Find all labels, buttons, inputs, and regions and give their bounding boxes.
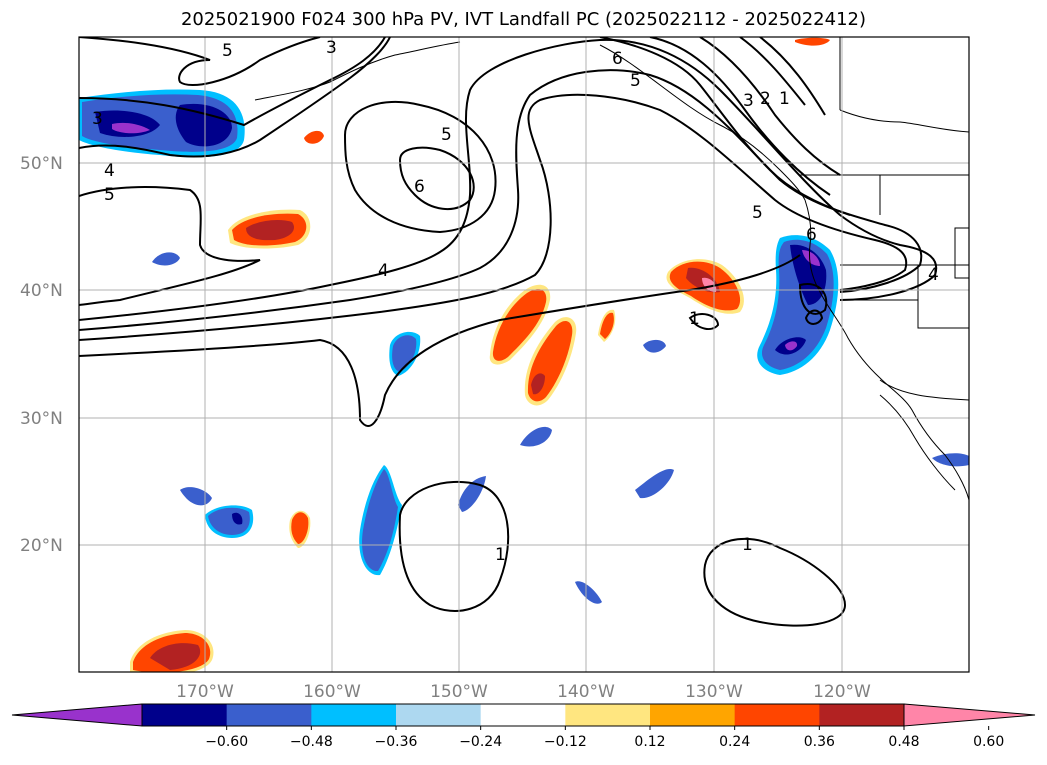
contour-label: 4 [928,265,939,285]
lon-label-150w: 150°W [430,682,488,702]
lon-label-120w: 120°W [813,682,871,702]
colorbar-tick-label: −0.60 [205,734,248,750]
colorbar-segment [480,704,566,726]
contour-label: 2 [760,89,771,109]
colorbar-tick-label: −0.24 [459,734,502,750]
colorbar-tick-label: −0.12 [544,734,587,750]
pv-contour-5a [79,37,386,127]
contour-label: 6 [806,225,817,245]
contour-label: 6 [612,49,623,69]
colorbar-tick-label: −0.48 [290,734,333,750]
colorbar-outline [141,703,905,727]
colorbar-tick-label: 0.12 [634,734,665,750]
coastlines [254,37,969,501]
colorbar-segment [650,704,736,726]
map-title: 2025021900 F024 300 hPa PV, IVT Landfall… [180,9,867,30]
colorbar-tick-label: −0.36 [375,734,418,750]
coastline-west-us [804,199,969,501]
coastline-alaska [254,41,461,101]
colorbar-segment [734,704,820,726]
lon-label-160w: 160°W [303,682,361,702]
lat-label-30n: 30°N [20,409,63,429]
contour-label: 5 [104,185,115,205]
lat-label-20n: 20°N [20,536,63,556]
pv-contour-1-south [703,537,847,627]
map-frame [78,36,970,673]
colorbar-segment [396,704,482,726]
pv-contour-4 [79,37,391,158]
political-borders [800,37,969,401]
graticule [79,37,969,672]
colorbar-segment [819,704,905,726]
colorbar-tick-label: 0.36 [804,734,835,750]
pv-contour-ridge-2 [79,69,923,331]
colorbar-tick-label: 0.60 [973,734,1004,750]
lon-label-130w: 130°W [685,682,743,702]
contour-label: 3 [743,91,754,111]
contour-label: 4 [104,161,115,181]
colorbar-segment [311,704,397,726]
pv-contour-6-closed [343,100,497,234]
contour-label: 1 [689,309,700,329]
contour-label: 4 [378,261,389,281]
lat-label-40n: 40°N [20,281,63,301]
contour-label: 1 [495,545,506,565]
pv-contour-3 [79,37,321,86]
contour-labels: 3 4 5 5 3 5 6 4 6 5 3 2 1 5 6 4 1 1 1 [92,38,939,565]
pv-contour-ridge [79,38,938,321]
colorbar-tick-label: 0.24 [719,734,750,750]
pv-contour-1-central [398,480,510,613]
contour-label: 3 [92,109,103,129]
contour-label: 5 [630,71,641,91]
contour-label: 1 [742,535,753,555]
pv-contour-5b [79,186,261,306]
contour-label: 5 [441,125,452,145]
contour-label: 1 [779,89,790,109]
pv-contours [79,37,938,627]
colorbar-extend-max [903,703,1036,727]
contour-label: 3 [326,38,337,58]
colorbar-segment [142,704,228,726]
contour-label: 5 [222,41,233,61]
colorbar-segment [226,704,312,726]
colorbar-segment [565,704,651,726]
lon-label-170w: 170°W [176,682,234,702]
lon-label-140w: 140°W [557,682,615,702]
contour-label: 5 [752,203,763,223]
colorbar-tick-label: 0.48 [888,734,919,750]
lat-label-50n: 50°N [20,154,63,174]
coastline-baja [879,394,956,491]
colorbar-extend-min [11,703,143,727]
contour-label: 6 [414,177,425,197]
colorbar: −0.60 −0.48 −0.36 −0.24 −0.12 0.12 0.24 0.36 0.4… [11,703,1036,750]
